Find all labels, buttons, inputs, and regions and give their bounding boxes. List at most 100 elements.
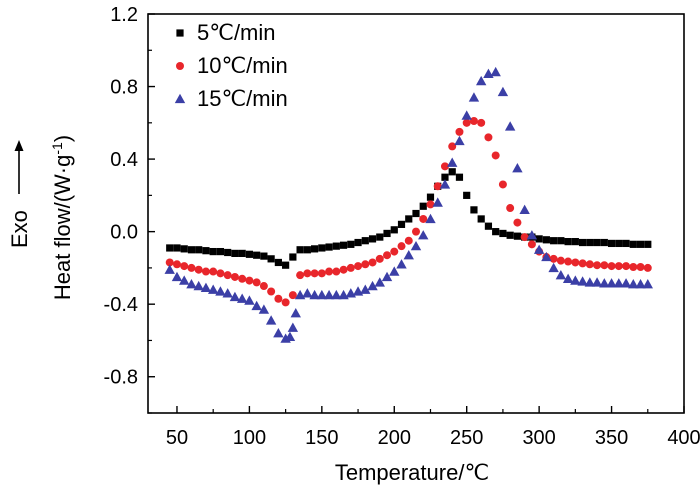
x-tick-label: 350 [595, 427, 628, 449]
data-point-circle [469, 117, 478, 126]
data-point-square [636, 240, 645, 248]
data-point-square [564, 238, 572, 246]
data-point-triangle [273, 328, 284, 338]
data-point-square [644, 240, 652, 248]
data-point-square [506, 231, 514, 239]
data-point-square [332, 242, 340, 250]
data-point-square [629, 240, 637, 248]
data-point-circle [383, 251, 392, 260]
data-point-circle [259, 282, 268, 291]
data-point-square [339, 241, 348, 249]
data-point-triangle [548, 262, 559, 273]
data-point-triangle [577, 276, 588, 286]
data-point-circle [585, 260, 594, 269]
data-point-square [426, 193, 435, 201]
data-point-square [274, 258, 282, 267]
data-point-triangle [258, 304, 270, 314]
data-point-circle [593, 261, 602, 270]
data-point-circle [440, 162, 449, 171]
data-point-square [354, 238, 362, 247]
data-point-triangle [533, 244, 545, 254]
data-point-triangle [396, 259, 407, 269]
data-point-square [224, 248, 232, 257]
data-point-circle [491, 151, 500, 160]
data-point-square [231, 249, 239, 257]
data-point-square [499, 229, 507, 238]
data-point-square [361, 237, 369, 245]
data-point-circle [216, 269, 225, 278]
x-tick-label: 400 [667, 427, 700, 449]
x-tick-label: 150 [305, 427, 338, 449]
legend-marker-square [176, 29, 184, 37]
data-point-triangle [215, 286, 226, 296]
data-point-triangle [475, 75, 487, 86]
data-point-triangle [490, 66, 501, 77]
data-point-triangle [193, 280, 204, 291]
data-point-circle [274, 294, 283, 303]
data-point-triangle [461, 110, 472, 120]
data-point-square [535, 235, 543, 243]
data-point-triangle [403, 250, 414, 260]
data-point-triangle [447, 157, 458, 167]
data-point-circle [600, 261, 609, 270]
data-point-circle [614, 262, 623, 271]
data-points-layer [164, 66, 653, 343]
data-point-circle [484, 133, 493, 142]
data-point-square [173, 244, 181, 252]
data-point-square [282, 261, 290, 269]
data-point-triangle [541, 251, 552, 262]
data-point-circle [194, 265, 203, 274]
data-point-circle [506, 204, 515, 213]
data-point-triangle [468, 92, 480, 102]
data-point-triangle [309, 289, 320, 300]
exo-label: Exo [7, 210, 32, 248]
data-point-square [419, 202, 427, 210]
data-point-circle [296, 271, 305, 280]
data-point-triangle [410, 240, 422, 251]
data-point-square [550, 237, 558, 245]
data-point-triangle [323, 289, 335, 300]
data-point-circle [201, 267, 210, 276]
data-point-square [368, 235, 377, 243]
data-point-triangle [302, 288, 313, 298]
data-point-triangle [570, 275, 581, 285]
data-point-triangle [519, 204, 530, 215]
data-point-triangle [236, 293, 248, 303]
y-tick-label: 0.0 [110, 222, 138, 244]
data-point-square [187, 246, 196, 254]
data-point-circle [564, 257, 573, 266]
data-point-circle [346, 263, 355, 272]
data-point-triangle [186, 279, 197, 289]
data-point-triangle [620, 278, 632, 288]
data-point-square [216, 247, 225, 256]
data-point-circle [310, 269, 319, 278]
data-point-triangle [512, 162, 523, 173]
data-point-circle [238, 274, 247, 283]
data-point-triangle [360, 284, 371, 294]
data-point-triangle [164, 264, 175, 274]
legend-label: 5℃/min [197, 20, 276, 45]
data-point-square [542, 236, 550, 244]
x-tick-label: 50 [166, 427, 188, 449]
data-point-circle [332, 267, 341, 276]
data-point-triangle [642, 279, 653, 289]
data-point-circle [368, 258, 377, 267]
data-point-triangle [367, 280, 378, 291]
data-point-circle [317, 269, 326, 278]
data-point-circle [339, 265, 348, 274]
exo-arrow-head [14, 140, 24, 151]
y-axis-title: Heat flow/(W·g-1) [49, 135, 75, 300]
data-point-circle [571, 258, 580, 267]
data-point-triangle [374, 277, 385, 287]
data-point-triangle [316, 289, 328, 300]
data-point-circle [556, 256, 565, 265]
data-point-square [245, 250, 254, 258]
data-point-circle [390, 247, 399, 256]
data-point-square [571, 238, 579, 246]
data-point-circle [245, 276, 254, 285]
data-point-triangle [628, 279, 639, 289]
legend-layer: 5℃/min 10℃/min 15℃/min [174, 20, 288, 111]
data-point-circle [629, 263, 638, 272]
data-point-square [195, 246, 203, 254]
